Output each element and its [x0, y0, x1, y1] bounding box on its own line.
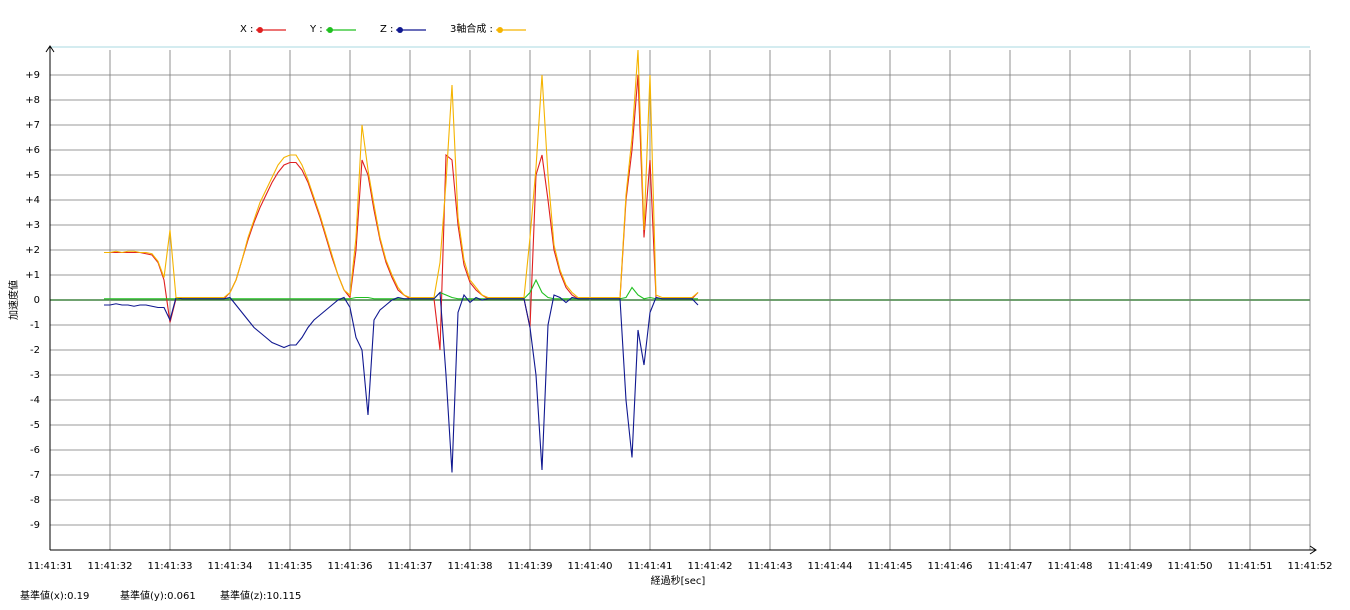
x-tick-label: 11:41:49: [1108, 561, 1153, 572]
x-tick-label: 11:41:43: [748, 561, 793, 572]
y-tick-label: +5: [25, 170, 40, 181]
y-tick-label: -3: [30, 370, 40, 381]
x-tick-label: 11:41:35: [268, 561, 313, 572]
y-tick-label: -1: [30, 320, 40, 331]
series-line: [104, 278, 698, 300]
series-line: [104, 291, 699, 473]
series-line: [104, 74, 699, 351]
legend-label: X :: [240, 24, 253, 35]
y-tick-label: +3: [25, 220, 40, 231]
x-tick-label: 11:41:47: [988, 561, 1033, 572]
x-tick-label: 11:41:33: [148, 561, 193, 572]
x-axis-label: 経過秒[sec]: [651, 574, 706, 587]
y-axis-arrow: [45, 45, 55, 53]
x-tick-label: 11:41:46: [928, 561, 973, 572]
x-tick-label: 11:41:38: [448, 561, 493, 572]
y-tick-label: +8: [25, 95, 40, 106]
series-line: [104, 49, 699, 299]
y-tick-label: +9: [25, 70, 40, 81]
y-tick-label: -2: [30, 345, 40, 356]
x-tick-label: 11:41:50: [1168, 561, 1213, 572]
x-tick-label: 11:41:52: [1288, 561, 1333, 572]
legend-label: Z :: [380, 24, 393, 35]
y-tick-label: -8: [30, 495, 40, 506]
x-tick-label: 11:41:51: [1228, 561, 1273, 572]
legend-dot: [497, 27, 503, 33]
x-tick-label: 11:41:48: [1048, 561, 1093, 572]
x-axis-arrow: [1309, 545, 1317, 555]
x-tick-label: 11:41:34: [208, 561, 253, 572]
y-tick-label: 0: [34, 295, 40, 306]
x-tick-label: 11:41:41: [628, 561, 673, 572]
x-tick-label: 11:41:40: [568, 561, 613, 572]
y-tick-label: +2: [25, 245, 40, 256]
x-tick-label: 11:41:42: [688, 561, 733, 572]
legend-label: Y :: [309, 24, 323, 35]
y-tick-label: +6: [25, 145, 40, 156]
x-tick-label: 11:41:45: [868, 561, 913, 572]
y-tick-label: -6: [30, 445, 40, 456]
y-tick-label: -9: [30, 520, 40, 531]
y-tick-label: -4: [30, 395, 40, 406]
x-tick-label: 11:41:37: [388, 561, 433, 572]
y-tick-label: -7: [30, 470, 40, 481]
y-axis-label: 加速度値: [7, 280, 20, 320]
legend-label: 3軸合成 :: [450, 22, 493, 35]
x-tick-label: 11:41:39: [508, 561, 553, 572]
legend-dot: [327, 27, 333, 33]
x-tick-label: 11:41:44: [808, 561, 853, 572]
y-tick-label: +7: [25, 120, 40, 131]
annotation: 基準値(x):0.19: [20, 589, 89, 602]
annotation: 基準値(z):10.115: [220, 589, 301, 602]
x-tick-label: 11:41:36: [328, 561, 373, 572]
legend-dot: [397, 27, 403, 33]
legend-dot: [257, 27, 263, 33]
annotation: 基準値(y):0.061: [120, 589, 196, 602]
y-tick-label: +1: [25, 270, 40, 281]
y-tick-label: -5: [30, 420, 40, 431]
x-tick-label: 11:41:31: [28, 561, 73, 572]
x-tick-label: 11:41:32: [88, 561, 133, 572]
y-tick-label: +4: [25, 195, 40, 206]
